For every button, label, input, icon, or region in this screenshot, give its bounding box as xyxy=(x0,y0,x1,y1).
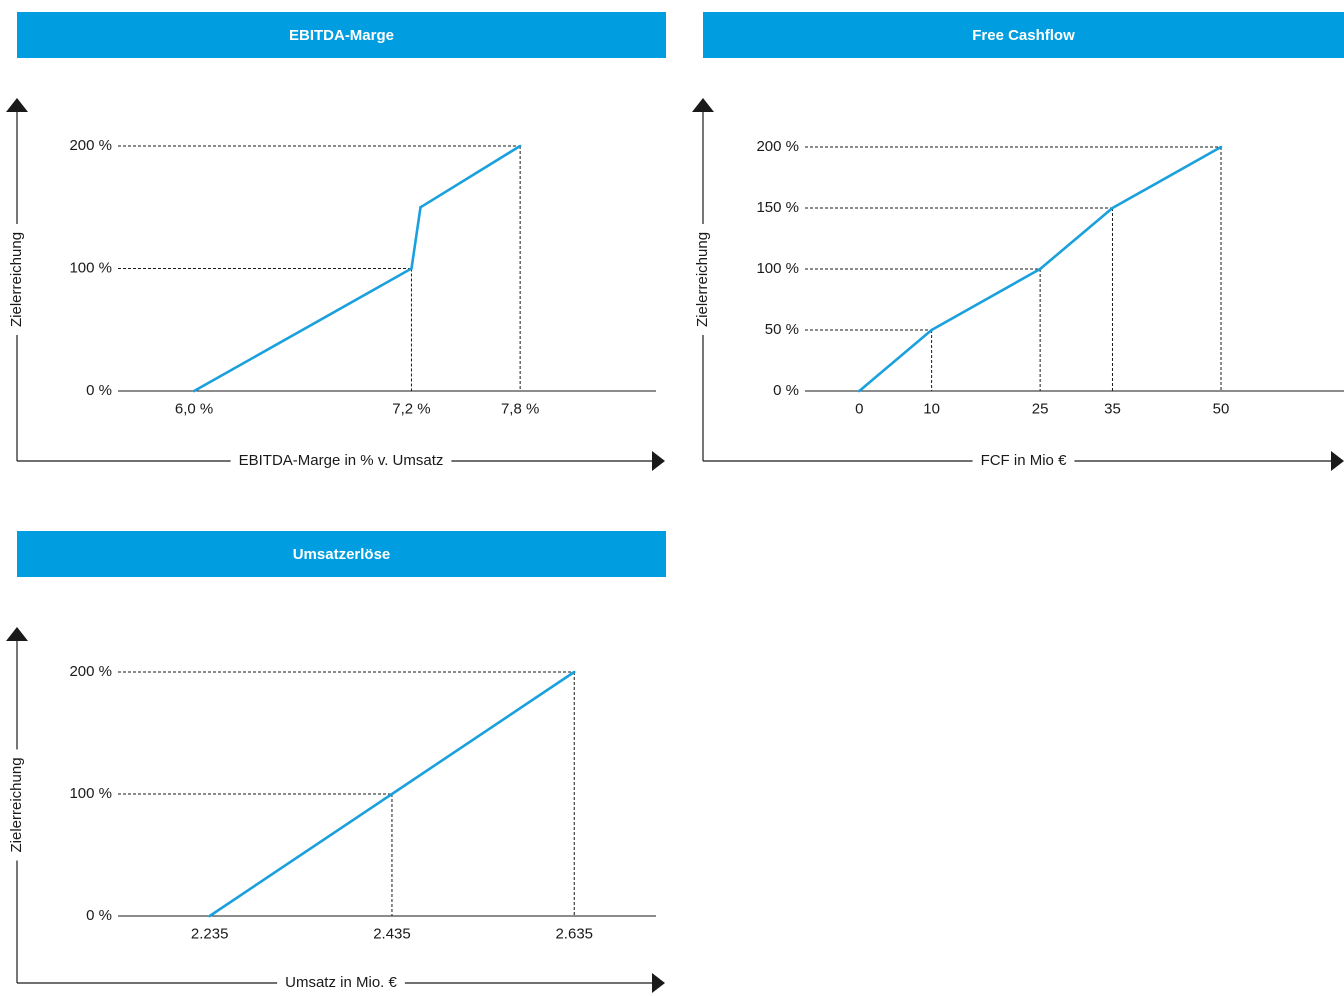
data-point xyxy=(572,670,576,674)
chart-ebitda: 0 % 100 % 200 % 6,0 % 7,2 % 7,8 % Zielerreichu… xyxy=(6,98,665,471)
x-tick-label: 10 xyxy=(923,400,940,417)
y-tick-label: 100 % xyxy=(69,785,112,802)
data-point xyxy=(518,144,522,148)
x-axis-arrowhead xyxy=(1331,451,1344,471)
x-tick-label: 7,2 % xyxy=(392,400,430,417)
y-tick-label: 200 % xyxy=(756,138,799,155)
y-tick-label: 100 % xyxy=(69,259,112,276)
chart-umsatz: 0 % 100 % 200 % 2.235 2.435 2.635 Zielerreichu… xyxy=(6,627,665,993)
y-axis-label: Zielerreichung xyxy=(694,232,711,327)
y-axis-arrowhead xyxy=(6,627,28,641)
panel-title-fcf: Free Cashflow xyxy=(703,12,1344,58)
y-axis-label: Zielerreichung xyxy=(8,232,25,327)
x-axis-label: FCF in Mio € xyxy=(981,452,1068,469)
x-tick-label: 50 xyxy=(1213,400,1230,417)
x-tick-label: 2.235 xyxy=(191,925,229,942)
y-tick-label: 50 % xyxy=(765,321,799,338)
data-point xyxy=(208,914,211,918)
data-point xyxy=(1038,267,1042,271)
x-axis-label: Umsatz in Mio. € xyxy=(285,974,397,991)
chart-panel-fcf: Free Cashflow 0 % 50 % 100 % 150 % 200 % 0 10 2… xyxy=(686,0,1344,480)
y-tick-label: 200 % xyxy=(69,663,112,680)
x-tick-label: 35 xyxy=(1104,400,1121,417)
y-axis-label: Zielerreichung xyxy=(8,757,25,852)
data-point xyxy=(410,267,413,270)
chart-panel-ebitda: EBITDA-Marge 0 % 100 % 200 % 6,0 % 7,2 % 7,8 … xyxy=(0,0,680,480)
y-axis-arrowhead xyxy=(6,98,28,112)
y-tick-label: 0 % xyxy=(773,382,799,399)
x-tick-label: 0 xyxy=(855,400,863,417)
x-axis-arrowhead xyxy=(652,451,665,471)
x-tick-label: 2.635 xyxy=(555,925,593,942)
x-tick-label: 7,8 % xyxy=(501,400,539,417)
x-tick-label: 25 xyxy=(1032,400,1049,417)
x-axis-label: EBITDA-Marge in % v. Umsatz xyxy=(239,452,444,469)
y-tick-label: 0 % xyxy=(86,907,112,924)
x-tick-label: 2.435 xyxy=(373,925,411,942)
panel-title-ebitda: EBITDA-Marge xyxy=(17,12,666,58)
data-point xyxy=(1219,145,1223,149)
panel-title-umsatz: Umsatzerlöse xyxy=(17,531,666,577)
y-tick-label: 150 % xyxy=(756,199,799,216)
y-tick-label: 200 % xyxy=(69,137,112,154)
series-line xyxy=(193,144,521,393)
data-point xyxy=(857,389,861,393)
x-tick-label: 6,0 % xyxy=(175,400,213,417)
x-axis-arrowhead xyxy=(652,973,665,993)
chart-fcf: 0 % 50 % 100 % 150 % 200 % 0 10 25 35 50 Zielerrei… xyxy=(692,98,1344,471)
data-point xyxy=(1111,206,1114,210)
data-point xyxy=(390,792,394,796)
data-point xyxy=(192,389,196,393)
y-axis-arrowhead xyxy=(692,98,714,112)
y-tick-label: 100 % xyxy=(756,260,799,277)
data-point xyxy=(930,328,933,332)
y-tick-label: 0 % xyxy=(86,382,112,399)
chart-panel-umsatz: Umsatzerlöse 0 % 100 % 200 % 2.235 2.435 2.63… xyxy=(0,519,680,996)
data-point xyxy=(419,205,422,209)
